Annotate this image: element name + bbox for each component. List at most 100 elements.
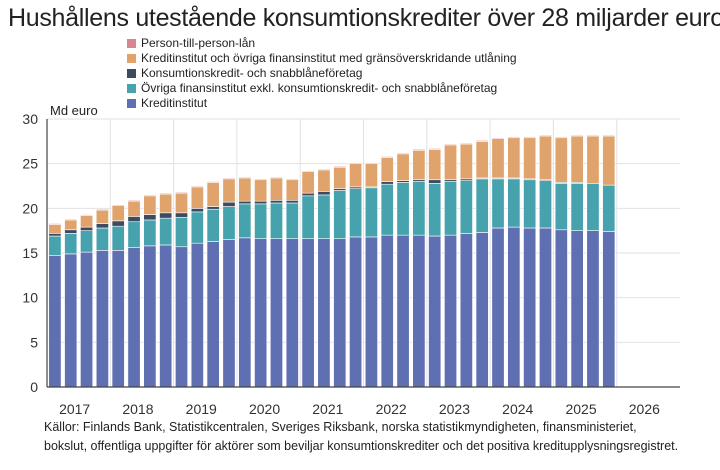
bar-segment-p2p [539,134,552,137]
bar-segment-gransoverskridande [159,193,173,214]
bar-segment-ovriga-finansinstitut [317,194,331,240]
bar-segment-p2p [602,134,616,137]
bar-segment-konsumtionskredit [64,229,78,234]
legend-item-cross-border: Kreditinstitut och övriga finansinstitut… [127,51,517,66]
bar-segment-gransoverskridande [222,178,236,203]
bar-segment-p2p [491,137,505,139]
bar-segment-p2p [333,166,347,168]
bar-segment-kreditinstitut [175,246,188,388]
bar-segment-ovriga-finansinstitut [523,179,537,229]
bar-segment-gransoverskridande [602,135,616,186]
bar-segment-konsumtionskredit [48,233,62,237]
legend-swatch [127,84,136,93]
bar-segment-kreditinstitut [444,234,458,388]
bar-segment-p2p [95,208,109,211]
bar-segment-ovriga-finansinstitut [222,206,236,240]
bar-segment-ovriga-finansinstitut [444,181,458,236]
chart-title: Hushållens utestående konsumtionskredite… [8,4,720,32]
x-tick-label: 2023 [439,401,470,417]
bar-segment-ovriga-finansinstitut [238,203,252,239]
bar-segment-kreditinstitut [507,226,521,388]
bar-segment-p2p [159,192,173,195]
bar-segment-konsumtionskredit [269,199,283,204]
y-tick-label: 25 [22,156,38,172]
bar-segment-konsumtionskredit [190,208,204,213]
bar-segment-ovriga-finansinstitut [507,178,521,228]
bar-segment-kreditinstitut [586,230,600,388]
bar-segment-gransoverskridande [491,138,505,179]
legend-swatch [127,39,136,48]
bar-segment-gransoverskridande [570,135,584,183]
legend-item-consumer-credit: Konsumtionskredit- och snabblåneföretag [127,66,517,81]
bar-segment-ovriga-finansinstitut [175,216,188,248]
bar-segment-ovriga-finansinstitut [333,190,347,240]
bar-segment-p2p [64,218,78,221]
bar-segment-konsumtionskredit [301,192,315,197]
legend-item-other-financial: Övriga finansinstitut exkl. konsumtionsk… [127,81,517,96]
x-tick-label: 2020 [249,401,280,417]
bar-segment-p2p [301,170,315,173]
bar-segment-kreditinstitut [428,235,442,388]
bar-segment-ovriga-finansinstitut [143,219,157,247]
bar-segment-ovriga-finansinstitut [459,180,473,234]
bar-segment-kreditinstitut [554,229,568,388]
bar-segment-gransoverskridande [459,143,473,180]
y-tick-label: 30 [22,111,38,127]
bar-segment-gransoverskridande [269,177,283,201]
bar-segment-gransoverskridande [523,137,537,180]
bar-segment-ovriga-finansinstitut [491,178,505,229]
y-tick-label: 0 [30,379,38,395]
bar-segment-kreditinstitut [349,236,363,388]
bar-segment-ovriga-finansinstitut [475,178,489,233]
bar-segment-kreditinstitut [412,234,426,388]
bar-segment-gransoverskridande [175,192,188,214]
x-tick-label: 2017 [59,401,90,417]
bar-segment-kreditinstitut [206,241,220,388]
bar-segment-p2p [175,191,188,194]
y-tick-label: 20 [22,200,38,216]
bar-segment-p2p [475,140,489,142]
bar-segment-p2p [586,134,600,137]
legend: Person-till-person-lån Kreditinstitut oc… [127,36,517,111]
bar-segment-gransoverskridande [317,169,331,192]
bar-segment-p2p [222,177,236,180]
bar-segment-gransoverskridande [285,179,299,201]
bar-segment-p2p [364,162,378,164]
bar-segment-gransoverskridande [206,182,220,207]
x-tick-label: 2021 [312,401,343,417]
bar-segment-p2p [396,152,410,155]
x-tick-label: 2025 [565,401,596,417]
bar-segment-gransoverskridande [64,219,78,231]
bar-segment-kreditinstitut [396,234,410,388]
bar-segment-kreditinstitut [80,251,94,388]
bar-segment-konsumtionskredit [159,212,173,219]
bar-segment-gransoverskridande [349,163,363,188]
bar-segment-kreditinstitut [380,234,394,388]
bar-segment-p2p [48,223,62,225]
bar-segment-p2p [554,136,568,139]
bar-segment-gransoverskridande [127,200,141,217]
x-tick-label: 2018 [122,401,153,417]
legend-label: Person-till-person-lån [141,36,256,50]
bar-segment-ovriga-finansinstitut [190,211,204,244]
bar-segment-kreditinstitut [475,232,489,388]
x-tick-label: 2024 [502,401,533,417]
bar-segment-konsumtionskredit [317,191,331,196]
legend-label: Övriga finansinstitut exkl. konsumtionsk… [141,81,498,95]
bar-segment-gransoverskridande [111,205,125,222]
source-line-1: Källor: Finlands Bank, Statistikcentrale… [44,420,637,434]
bar-segment-gransoverskridande [554,137,568,183]
bar-segment-gransoverskridande [143,195,157,215]
bar-segment-kreditinstitut [539,227,552,388]
bar-segment-p2p [380,156,394,158]
bar-segment-kreditinstitut [190,242,204,388]
bar-segment-konsumtionskredit [285,199,299,204]
bar-segment-ovriga-finansinstitut [602,184,616,232]
bar-segment-kreditinstitut [143,245,157,388]
legend-label: Kreditinstitut [141,96,208,110]
bar-segment-ovriga-finansinstitut [254,203,268,240]
bar-segment-kreditinstitut [333,238,347,388]
bar-segment-gransoverskridande [475,141,489,179]
bar-segment-kreditinstitut [254,238,268,388]
